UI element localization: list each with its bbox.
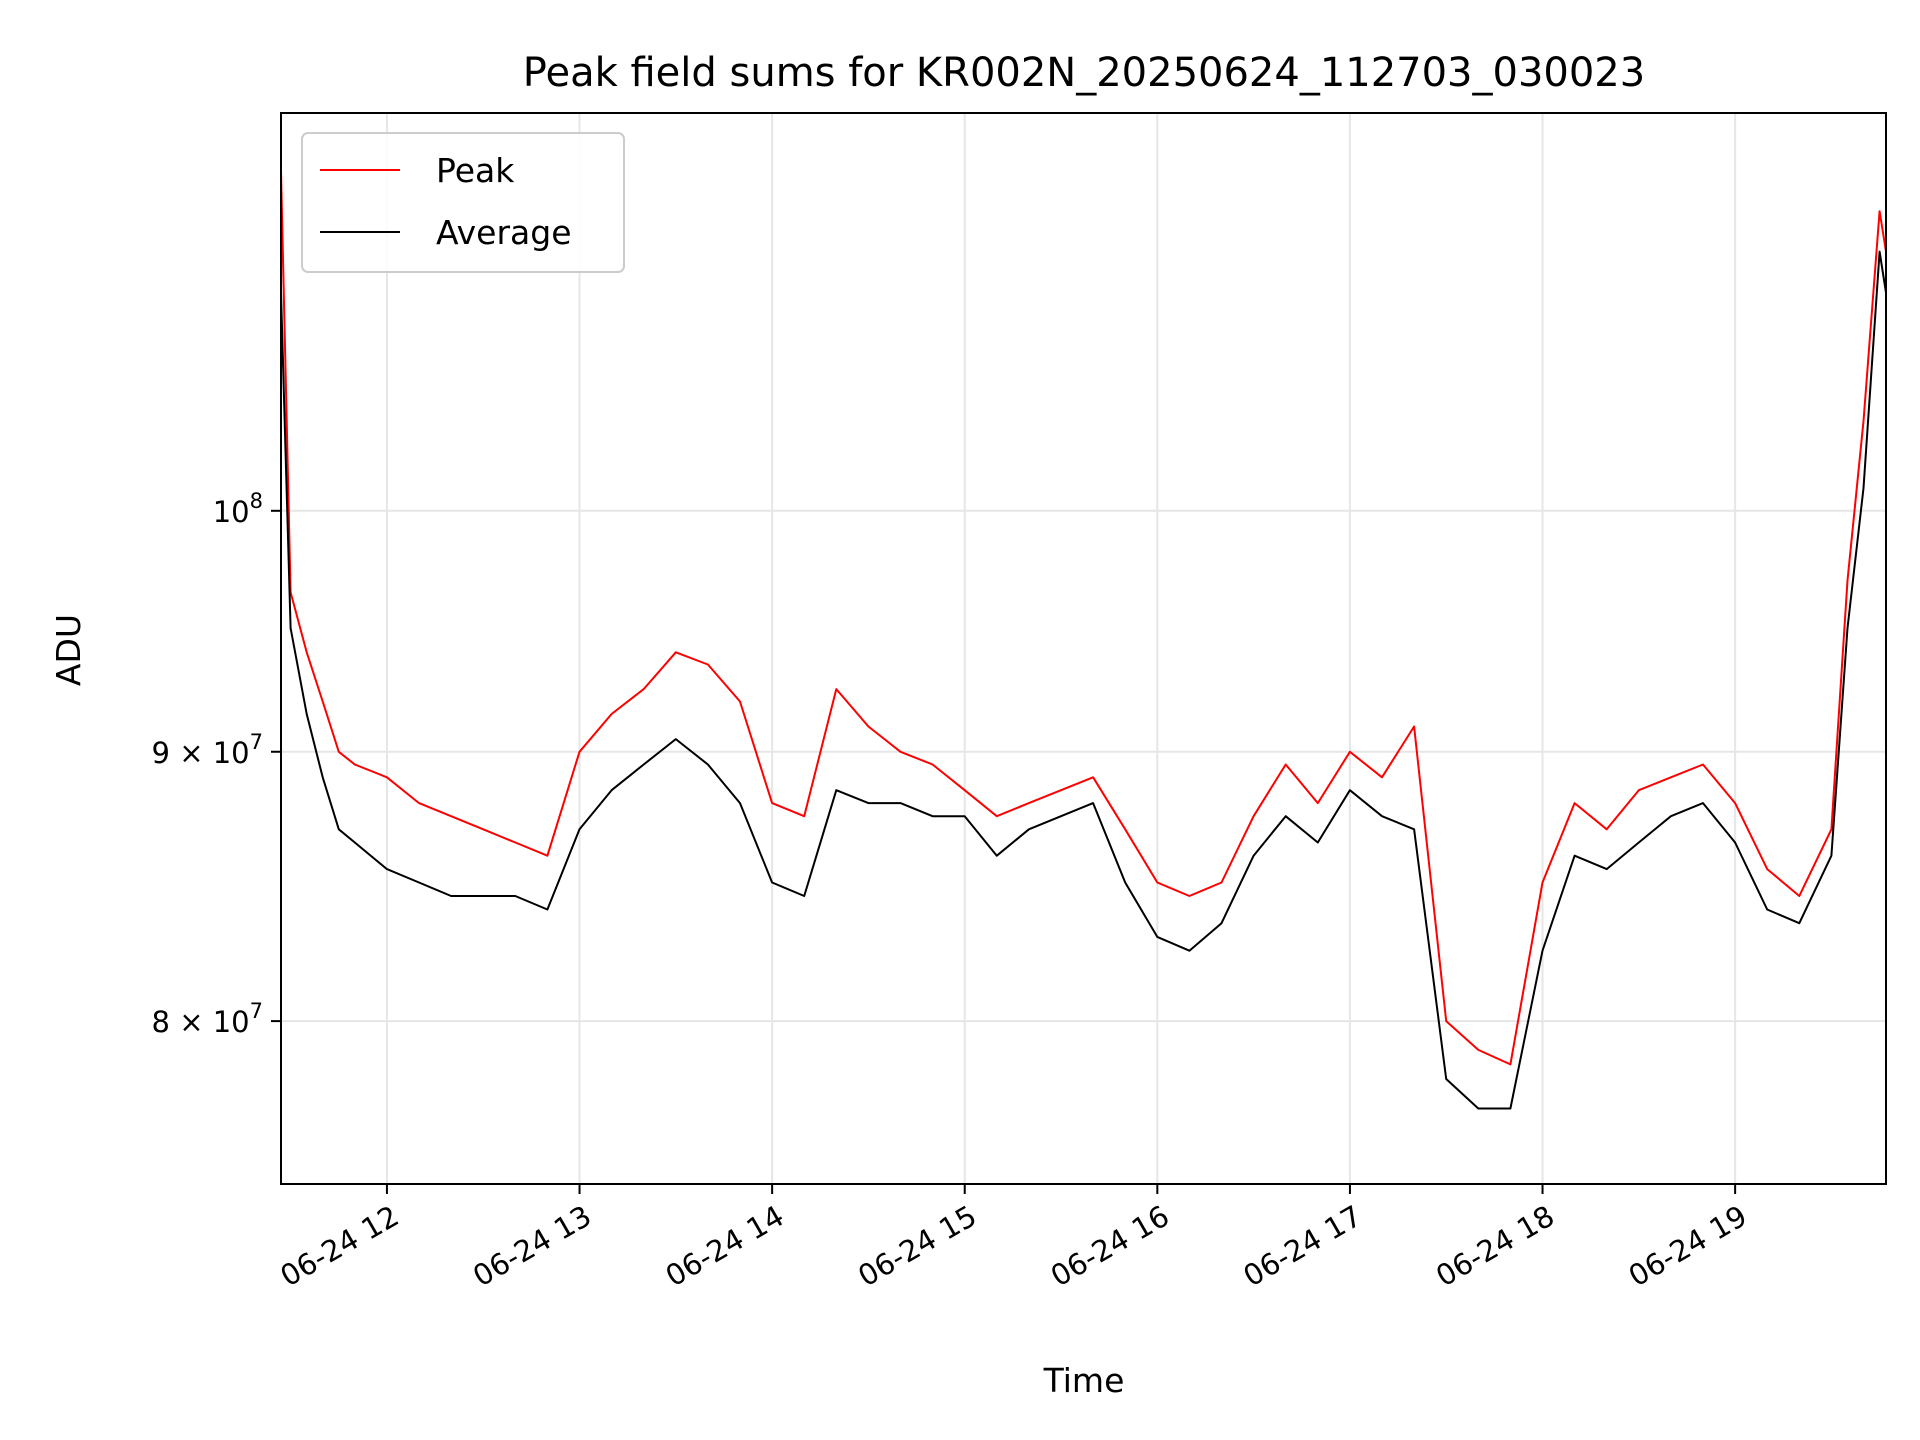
y-tick-label: 108 xyxy=(213,489,263,529)
legend-label-peak: Peak xyxy=(436,151,515,190)
legend: Peak Average xyxy=(301,132,625,273)
plot-frame xyxy=(280,112,1887,1185)
y-axis-label: ADU xyxy=(49,614,88,686)
y-tick-label: 9 × 107 xyxy=(152,730,263,770)
x-axis-label: Time xyxy=(1043,1361,1125,1400)
grid xyxy=(281,113,1886,1184)
chart-title: Peak field sums for KR002N_20250624_1127… xyxy=(523,50,1645,96)
series-line-average xyxy=(281,250,1886,1110)
legend-label-average: Average xyxy=(436,213,572,252)
y-tick-label: 8 × 107 xyxy=(152,999,263,1039)
legend-box xyxy=(301,132,625,273)
series-line-peak xyxy=(281,171,1886,1066)
